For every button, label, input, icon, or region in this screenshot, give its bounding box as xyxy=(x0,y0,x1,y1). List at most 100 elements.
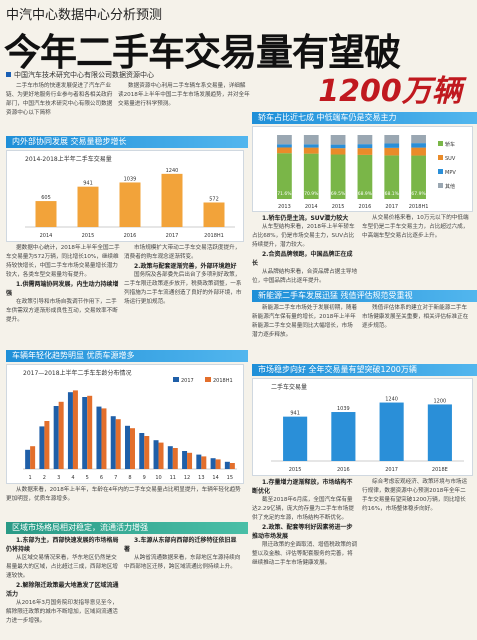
x-tick-label: 14 xyxy=(212,475,218,481)
chart-forecast-panel: 二手车交易量 941 2015 1039 2016 1240 2017 1200 2018E xyxy=(252,378,473,476)
chart-title: 2017—2018上半年二手车车龄分布情况 xyxy=(23,369,132,377)
bar xyxy=(67,392,73,469)
bar xyxy=(101,408,107,469)
section6-sub2: 2.政策、配套等利好因素将进一步推动市场发展 xyxy=(252,524,353,540)
intro-col2: 数据资源中心利用二手车辆车系交易量，详细解读2018年上半年中国二手车市场发展趋… xyxy=(118,83,250,107)
bar-segment xyxy=(384,155,400,199)
bar-segment xyxy=(357,148,373,155)
section4-right: 从交易价格来看，10万元以下的中低端车型仍是二手车交易主力，占比超过六成，中高端… xyxy=(362,215,469,239)
bar-segment xyxy=(303,144,319,148)
bar-value-label: 941 xyxy=(290,411,300,417)
x-tick-label: 2 xyxy=(43,475,46,481)
bar-value-label: 1039 xyxy=(337,406,350,412)
chart-volume: 2014-2018上半年二手车交易量 605 2014 941 2015 1039 2016… xyxy=(25,155,235,239)
section1-left: 据数据中心统计，2018年上半年全国二手车交易量为572万辆，同比增长10%，继… xyxy=(6,245,120,323)
bar-segment xyxy=(357,144,373,149)
section5-header: 新能源二手车发展迅猛 残值评估规范受重视 xyxy=(252,290,477,302)
x-tick-label: 2016 xyxy=(337,467,350,473)
bar-value-label: 1200 xyxy=(434,398,447,404)
x-tick-label: 2018H1 xyxy=(409,204,429,210)
bar-segment xyxy=(303,147,319,154)
bar xyxy=(44,421,50,469)
bar xyxy=(39,426,45,469)
bar-value-label: 1240 xyxy=(385,397,398,403)
data-label: 68.9% xyxy=(358,191,373,197)
bar xyxy=(115,419,121,469)
legend-swatch xyxy=(438,169,443,174)
bar-segment xyxy=(277,135,292,145)
bar xyxy=(119,182,141,227)
bar xyxy=(203,202,225,227)
data-label: 67.9% xyxy=(411,191,426,197)
section6-left: 1.存量增力逐渐释放，市场结构不断优化 截至2018年6月底，全国汽车保有量达2… xyxy=(252,479,358,566)
x-tick-label: 10 xyxy=(155,475,161,481)
x-tick-label: 2016 xyxy=(124,233,137,239)
bar xyxy=(161,173,183,227)
section2-body: 从数据来看，2018年上半年，车龄在4年内的二手车交易量占比明显提升，车辆年轻化… xyxy=(6,487,241,502)
bar xyxy=(427,404,452,461)
bar-segment xyxy=(411,147,426,156)
legend-swatch xyxy=(173,377,179,382)
bar xyxy=(158,442,164,469)
x-tick-label: 8 xyxy=(128,475,131,481)
bar-segment xyxy=(384,143,400,148)
x-tick-label: 2015 xyxy=(82,233,95,239)
x-tick-label: 5 xyxy=(86,475,89,481)
bar-segment xyxy=(277,144,292,148)
bar xyxy=(331,412,356,461)
data-label: 68.1% xyxy=(385,191,400,197)
section3-header: 区域市场格局相对稳定，流通活力增强 xyxy=(6,522,248,534)
legend-swatch xyxy=(438,183,443,188)
chart-type-panel: 71.6% 2013 70.9% 2014 69.5% 2015 68.9% 2016 68.1… xyxy=(252,126,473,212)
bar xyxy=(130,428,135,469)
x-tick-label: 7 xyxy=(114,475,117,481)
bar xyxy=(210,458,216,469)
x-tick-label: 2017 xyxy=(166,233,179,239)
bar xyxy=(35,201,57,227)
x-tick-label: 2015 xyxy=(289,467,302,473)
legend-swatch xyxy=(438,141,443,146)
bar xyxy=(215,459,221,469)
legend-label: 2017 xyxy=(181,378,194,384)
bar xyxy=(229,463,235,469)
bar xyxy=(110,416,116,469)
data-label: 69.5% xyxy=(331,191,346,197)
section2-header: 车辆年轻化趋势明显 优质车源增多 xyxy=(6,350,248,362)
section6-header: 市场稳步向好 全年交易量有望突破1200万辆 xyxy=(252,364,477,376)
section1-sub2: 2.政策与配套逐渐完善，外部环境趋好 xyxy=(134,263,237,270)
section4-sub2: 2.合资品牌领跑，中国品牌正在成长 xyxy=(252,251,353,267)
section5-right: 残值评估体系的建立对于新能源二手车市场健康发展至关重要，相关评估标准正在逐步规范… xyxy=(362,305,469,329)
bar-value-label: 605 xyxy=(41,195,51,201)
bar xyxy=(379,402,404,461)
x-tick-label: 2018H1 xyxy=(204,233,224,239)
bar-segment xyxy=(277,147,292,154)
bar-value-label: 572 xyxy=(209,196,219,202)
bar-segment xyxy=(357,135,373,145)
bar xyxy=(167,446,173,469)
x-tick-label: 2017 xyxy=(385,467,398,473)
bar-value-label: 1039 xyxy=(124,176,137,182)
section4-left: 1.轿车仍是主流，SUV潜力较大 从车型结构来看，2018年上半年轿车占比68%… xyxy=(252,215,358,284)
bar xyxy=(82,397,88,469)
bar-segment xyxy=(330,148,346,155)
x-tick-label: 12 xyxy=(184,475,190,481)
chart-title: 2014-2018上半年二手车交易量 xyxy=(25,155,112,163)
legend-swatch xyxy=(205,377,211,382)
bar xyxy=(125,425,130,469)
section6-sub1: 1.存量增力逐渐释放，市场结构不断优化 xyxy=(252,479,353,495)
legend-label: 其他 xyxy=(445,183,455,190)
data-label: 70.9% xyxy=(304,191,319,197)
x-tick-label: 3 xyxy=(57,475,60,481)
bar-segment xyxy=(330,135,346,145)
chart-forecast: 二手车交易量 941 2015 1039 2016 1240 2017 1200 2018E xyxy=(271,383,464,473)
x-tick-label: 2013 xyxy=(278,204,291,210)
bar-segment xyxy=(330,144,346,149)
chart-title: 二手车交易量 xyxy=(271,383,307,391)
bar xyxy=(58,401,64,469)
source-line: 中国汽车技术研究中心有限公司数据资源中心 xyxy=(6,70,154,80)
bar-segment xyxy=(277,153,292,199)
x-tick-label: 2014 xyxy=(305,204,318,210)
bar xyxy=(182,451,188,469)
bar-segment xyxy=(357,154,373,199)
